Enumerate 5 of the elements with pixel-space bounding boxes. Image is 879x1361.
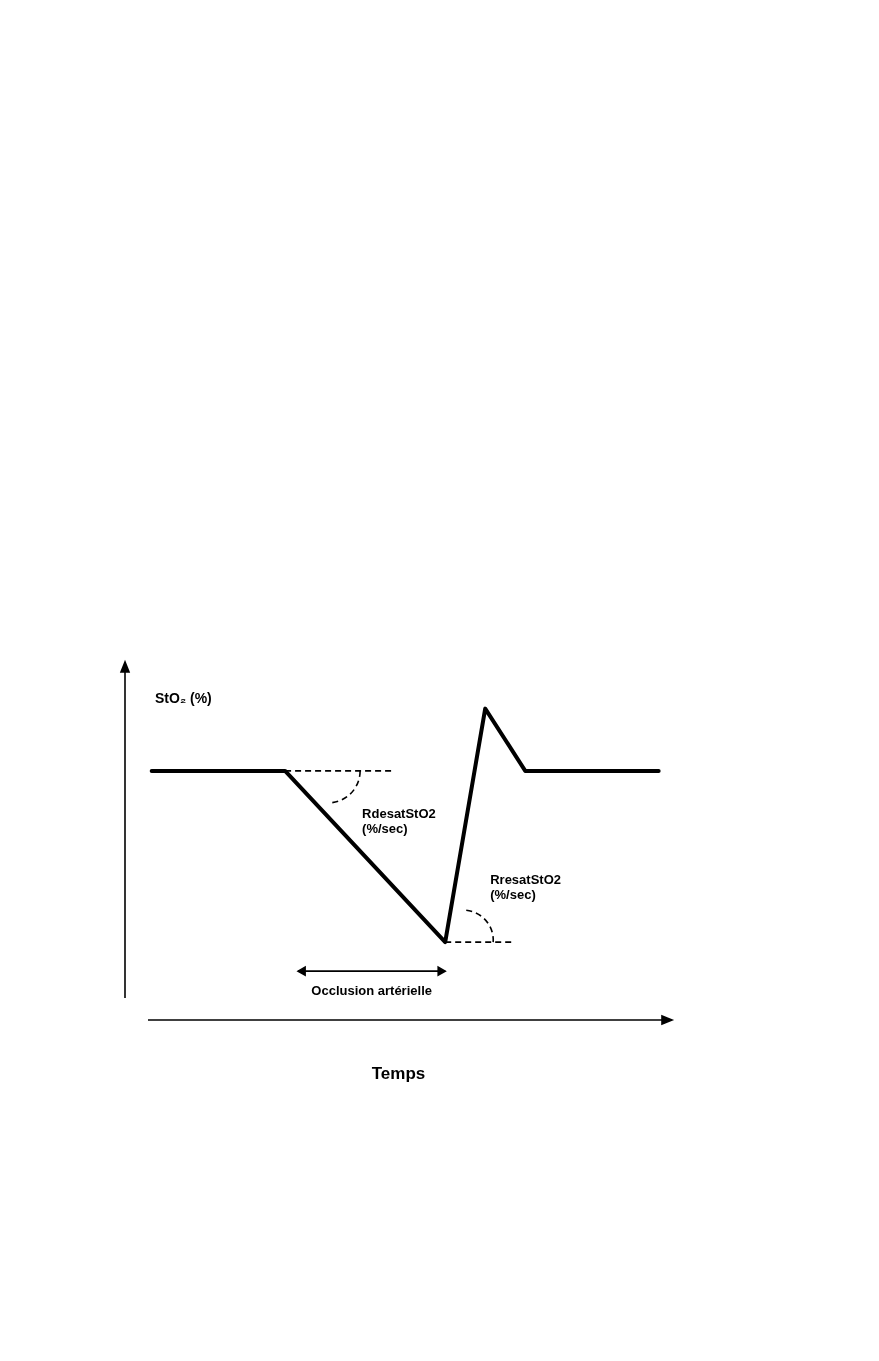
annotation: RdesatStO2 (%/sec) [362,805,436,836]
annotation: Occlusion artérielle [311,983,432,999]
x-axis-title: Temps [371,1064,426,1083]
annotation: RresatStO2 (%/sec) [490,872,561,903]
y-axis-title: StO₂ (%) [155,690,212,706]
